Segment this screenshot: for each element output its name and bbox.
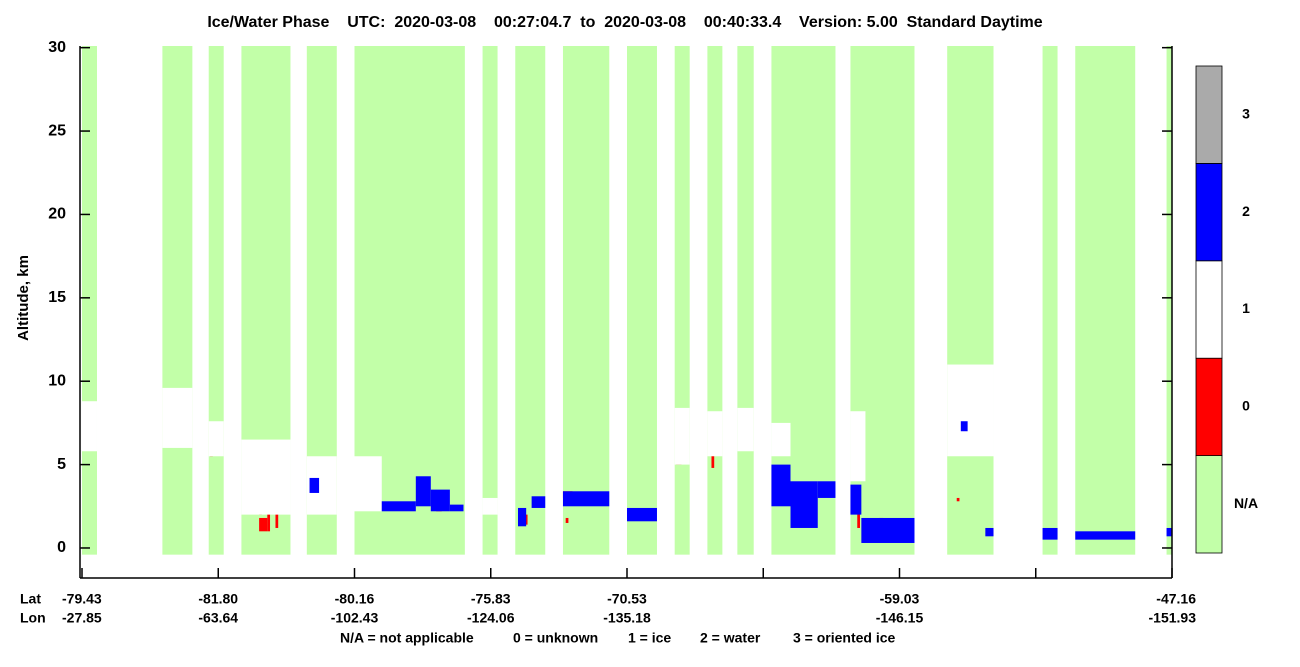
phase-cell <box>947 46 994 555</box>
phase-cell <box>985 527 994 537</box>
phase-cell <box>82 46 97 555</box>
y-tick-label: 25 <box>48 122 66 139</box>
phase-cell <box>771 464 791 507</box>
phase-cell <box>947 364 994 457</box>
phase-cell <box>518 507 527 527</box>
phase-cell <box>707 46 723 555</box>
legend-label: 2 <box>1242 203 1250 219</box>
phase-cell <box>1075 531 1136 540</box>
phase-cell <box>627 507 657 522</box>
phase-cell <box>208 421 224 457</box>
phase-cell <box>790 481 818 528</box>
key-item: 3 = oriented ice <box>793 630 896 646</box>
x-tick-lon: -102.43 <box>331 610 379 626</box>
key-item: 2 = water <box>700 630 761 646</box>
x-tick-lat: -79.43 <box>62 591 102 607</box>
key-item: 1 = ice <box>628 630 671 646</box>
legend-label: N/A <box>1234 495 1258 511</box>
phase-cell <box>1166 46 1172 555</box>
phase-cell <box>737 407 754 452</box>
x-tick-lat: -80.16 <box>335 591 375 607</box>
x-tick-lon: -146.15 <box>876 610 924 626</box>
phase-cell <box>259 517 268 532</box>
x-tick-lon: -124.06 <box>467 610 515 626</box>
phase-cell <box>737 46 754 555</box>
phase-cell <box>241 439 291 515</box>
phase-cell <box>415 476 431 507</box>
legend-swatch <box>1195 162 1223 262</box>
phase-cell <box>430 489 450 512</box>
phase-cell <box>515 46 546 555</box>
x-tick-lon: -135.18 <box>603 610 651 626</box>
legend-swatch <box>1195 455 1223 554</box>
lon-row-label: Lon <box>20 610 46 626</box>
phase-cell <box>850 484 862 515</box>
x-tick-lat: -75.83 <box>471 591 511 607</box>
x-tick-lat: -59.03 <box>880 591 920 607</box>
legend-label: 3 <box>1242 105 1250 121</box>
phase-cell <box>562 491 610 507</box>
phase-cell <box>1042 46 1058 555</box>
phase-cell <box>817 481 836 498</box>
lat-row-label: Lat <box>20 591 41 607</box>
phase-cell <box>956 497 960 502</box>
phase-cell <box>771 422 791 457</box>
phase-cell <box>208 46 224 555</box>
phase-cell <box>162 387 193 448</box>
phase-cell <box>562 46 610 555</box>
legend-swatch <box>1195 65 1223 164</box>
y-tick-label: 15 <box>48 289 66 306</box>
phase-cell <box>1075 46 1136 555</box>
legend-swatch <box>1195 357 1223 457</box>
y-axis-label: Altitude, km <box>15 255 32 341</box>
phase-cell <box>162 46 193 555</box>
phase-cell <box>482 497 498 515</box>
phase-cell <box>381 501 416 512</box>
key-item: 0 = unknown <box>513 630 598 646</box>
phase-cell <box>674 46 690 555</box>
phase-cell <box>82 401 97 452</box>
phase-cell <box>960 421 968 432</box>
phase-cell <box>707 411 723 457</box>
phase-cell <box>354 456 382 512</box>
phase-cell <box>1042 527 1058 540</box>
x-tick-lat: -70.53 <box>607 591 647 607</box>
phase-cell <box>482 46 498 555</box>
phase-cell <box>531 496 546 508</box>
phase-cell <box>627 46 657 555</box>
y-tick-label: 0 <box>57 539 66 556</box>
phase-cell <box>674 407 690 465</box>
x-tick-lat: -47.16 <box>1156 591 1196 607</box>
x-tick-lon: -27.85 <box>62 610 102 626</box>
legend-label: 1 <box>1242 300 1250 316</box>
legend-label: 0 <box>1242 398 1250 414</box>
chart-title: Ice/Water Phase UTC: 2020-03-08 00:27:04… <box>207 14 1042 31</box>
x-tick-lat: -81.80 <box>198 591 238 607</box>
phase-cell <box>850 411 866 482</box>
phase-cell <box>1166 527 1172 537</box>
phase-cell <box>449 504 464 512</box>
key-item: N/A = not applicable <box>340 630 474 646</box>
y-tick-label: 20 <box>48 206 66 223</box>
phase-cell <box>861 517 915 543</box>
y-tick-label: 30 <box>48 39 66 56</box>
legend-swatch <box>1195 260 1223 359</box>
y-tick-label: 5 <box>57 456 66 473</box>
phase-cell <box>309 477 320 493</box>
y-tick-label: 10 <box>48 372 66 389</box>
x-tick-lon: -63.64 <box>198 610 238 626</box>
phase-cell <box>565 517 569 523</box>
x-tick-lon: -151.93 <box>1149 610 1197 626</box>
